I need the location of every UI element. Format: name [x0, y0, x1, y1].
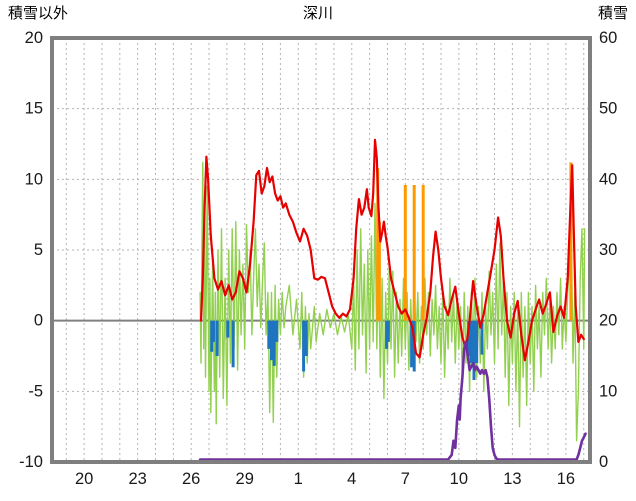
left-axis-tick-label: -10: [19, 453, 43, 471]
x-axis-tick-label: 23: [128, 470, 146, 488]
series-green-line: [199, 161, 586, 442]
x-axis-tick-label: 1: [294, 470, 303, 488]
x-axis-tick-label: 4: [347, 470, 356, 488]
left-axis-tick-label: 20: [25, 29, 43, 47]
right-axis-tick-label: 0: [599, 453, 608, 471]
left-axis-title: 積雪以外: [8, 5, 69, 22]
left-axis-tick-label: -5: [28, 382, 43, 400]
series-red-line: [199, 138, 585, 362]
x-axis-tick-label: 13: [503, 470, 521, 488]
left-axis-tick-label: 5: [34, 241, 43, 259]
plot-frame: [50, 36, 592, 464]
x-axis-tick-label: 26: [182, 470, 200, 488]
x-axis-tick-label: 10: [450, 470, 468, 488]
right-axis-tick-label: 30: [599, 241, 617, 259]
right-axis-title: 積雪: [597, 5, 628, 22]
left-axis-tick-label: 10: [25, 170, 43, 188]
series-purple-line: [198, 340, 587, 461]
left-axis-tick-label: 15: [25, 100, 43, 118]
x-axis-tick-label: 16: [557, 470, 575, 488]
right-axis-tick-label: 50: [599, 100, 617, 118]
x-axis-tick-label: 7: [401, 470, 410, 488]
left-axis-tick-label: 0: [34, 312, 43, 330]
series-blue-bars: [210, 320, 484, 380]
series-layer: [198, 138, 587, 461]
right-axis-tick-label: 40: [599, 170, 617, 188]
x-axis-tick-label: 20: [75, 470, 93, 488]
right-axis-tick-label: 10: [599, 382, 617, 400]
right-axis-tick-label: 20: [599, 312, 617, 330]
right-axis-tick-label: 60: [599, 29, 617, 47]
x-axis-tick-label: 29: [236, 470, 254, 488]
